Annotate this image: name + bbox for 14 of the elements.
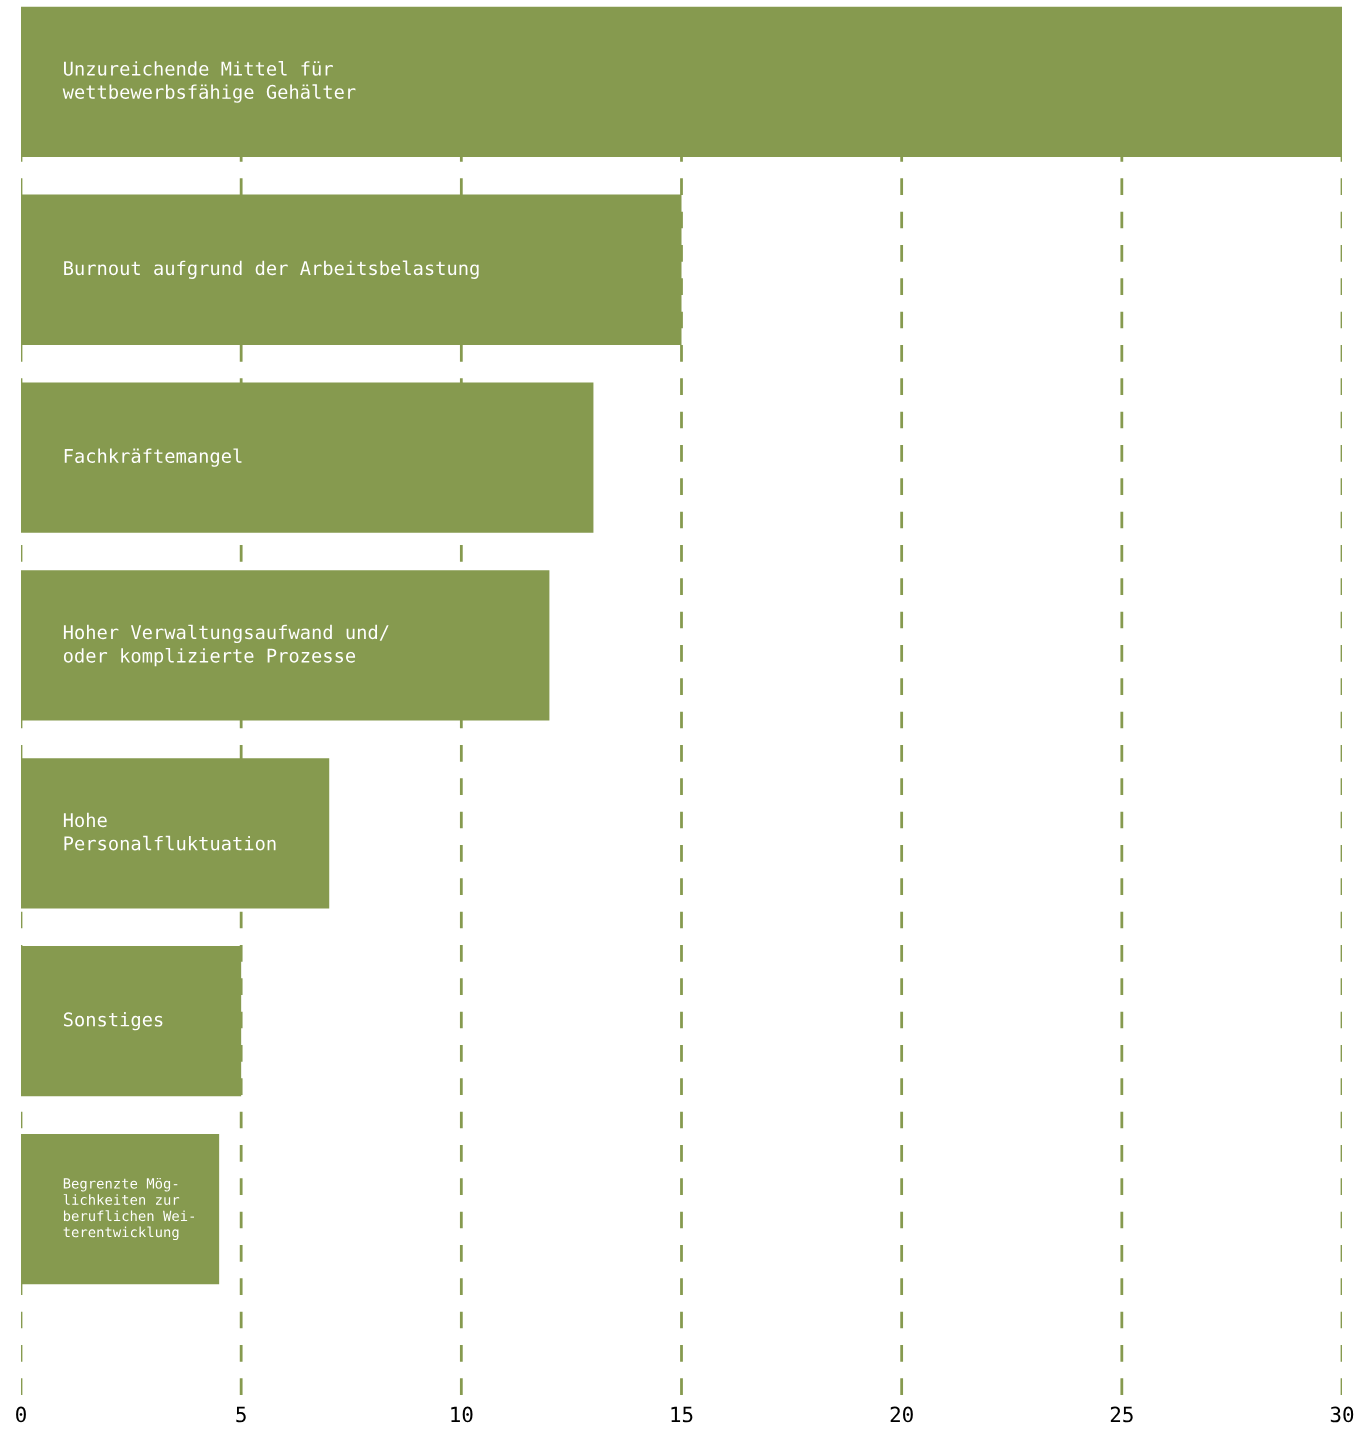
y-tick-label: Burnout aufgrund der Arbeitsbelastung [64,260,479,279]
y-tick-label: Sonstiges [63,1012,163,1031]
y-tick-label: Hoher Verwaltungsaufwand und/ oder komplizierte Prozesse [63,624,389,667]
x-tick-label: 25 [1110,1406,1133,1423]
x-tick-label: 10 [451,1406,473,1423]
x-tick-label: 15 [671,1406,693,1423]
x-tick-label: 5 [236,1406,246,1423]
y-tick-label: Begrenzte Mög- lichkeiten zur beruflichen Wei- terentwicklung [63,1177,195,1241]
y-tick-label: Fachkräftemangel [64,448,242,467]
x-tick-label: 30 [1330,1406,1354,1423]
x-tick-label: 20 [890,1406,913,1423]
y-tick-label: Hohe Personalfluktuation [63,812,276,851]
x-tick-label: 0 [16,1406,26,1423]
y-tick-label: Unzureichende Mittel für wettbewerbsfähige Gehälter [62,61,356,103]
